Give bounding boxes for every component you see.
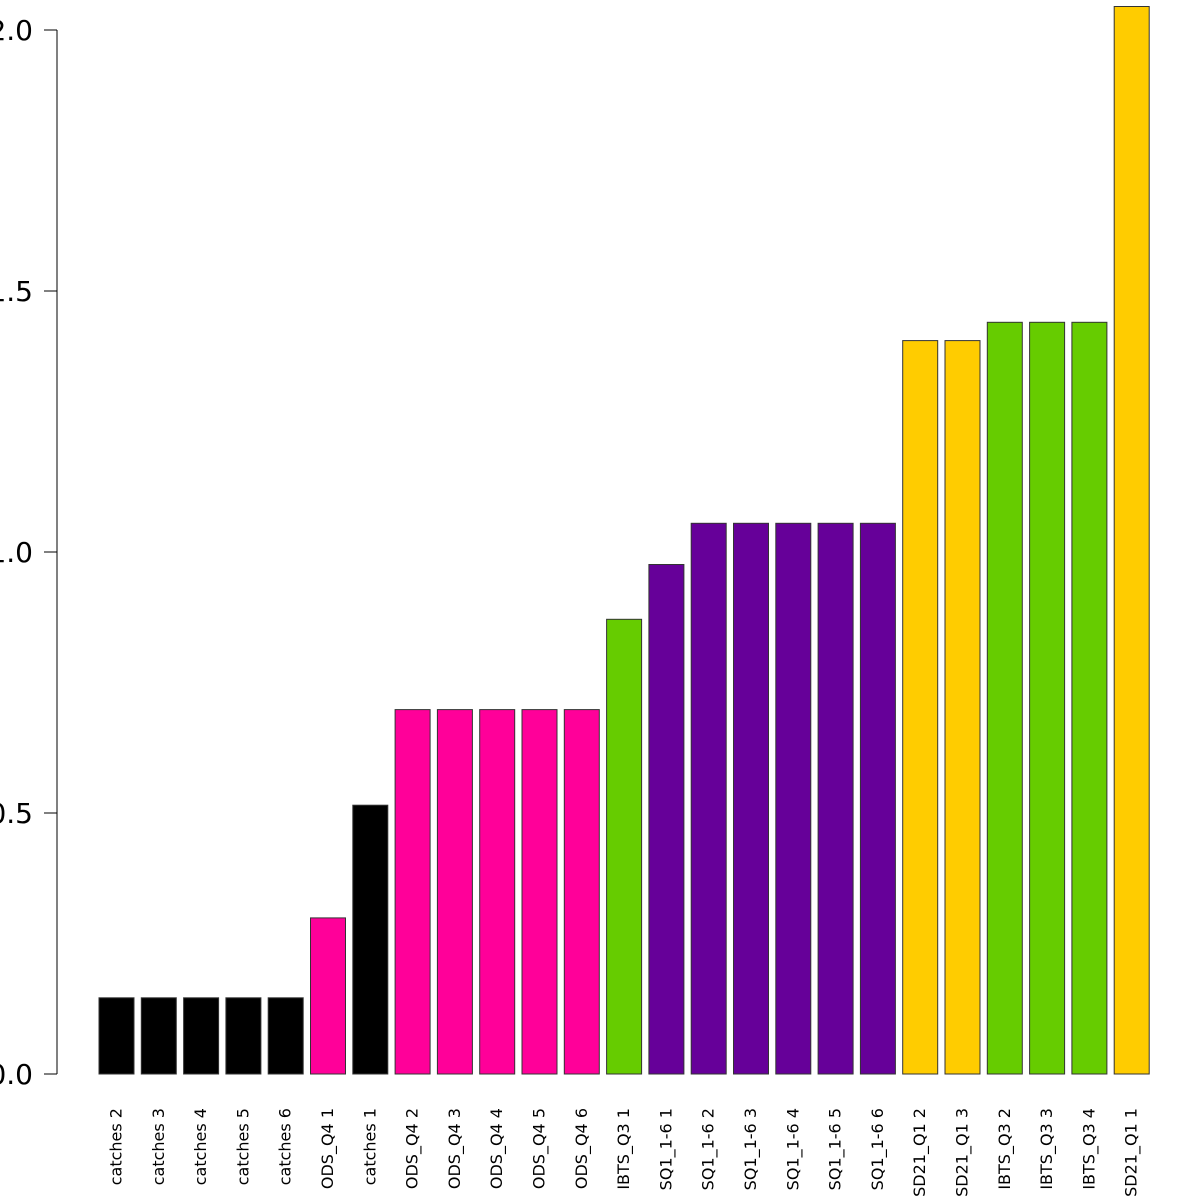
y-tick-label: 1.0 (0, 536, 33, 569)
x-category-label: SD21_Q1 2 (910, 1108, 930, 1197)
y-tick-label: 0.5 (0, 797, 33, 830)
x-category-label: ODS_Q4 1 (318, 1108, 338, 1189)
x-category-label: SQ1_1-6 1 (656, 1108, 676, 1190)
bar (98, 997, 135, 1075)
bar (394, 709, 431, 1075)
bar (1071, 321, 1108, 1075)
x-category-label: SQ1_1-6 2 (699, 1108, 719, 1190)
bar (479, 709, 516, 1075)
bar (1113, 6, 1150, 1075)
bar (817, 522, 854, 1075)
x-category-label: ODS_Q4 6 (572, 1108, 592, 1189)
x-category-label: ODS_Q4 5 (530, 1108, 550, 1189)
y-tick-label: 1.5 (0, 275, 33, 308)
bar (733, 522, 769, 1075)
x-category-label: catches 3 (149, 1108, 168, 1185)
x-category-label: SQ1_1-6 3 (741, 1108, 761, 1190)
bar (902, 340, 939, 1075)
x-category-label: ODS_Q4 4 (487, 1108, 507, 1189)
bar (563, 709, 600, 1075)
bar (775, 522, 812, 1075)
bar (352, 804, 389, 1075)
bar (310, 917, 346, 1075)
bar (606, 618, 643, 1075)
bar (648, 564, 685, 1075)
bar (944, 340, 981, 1075)
x-category-label: catches 5 (233, 1108, 252, 1185)
bar (690, 522, 727, 1075)
x-category-label: catches 6 (276, 1108, 295, 1185)
x-category-label: ODS_Q4 3 (445, 1108, 465, 1189)
bar (183, 997, 220, 1075)
x-category-label: IBTS_Q3 3 (1037, 1108, 1057, 1190)
bar (267, 997, 304, 1075)
x-category-label: SD21_Q1 1 (1122, 1108, 1142, 1197)
x-category-label: SQ1_1-6 5 (826, 1108, 846, 1190)
bar (225, 997, 262, 1075)
bar (140, 997, 177, 1075)
x-category-label: IBTS_Q3 2 (995, 1108, 1015, 1190)
bar (859, 522, 896, 1075)
x-category-label: SD21_Q1 3 (953, 1108, 973, 1197)
y-tick-label: 0.0 (0, 1058, 33, 1091)
x-category-label: IBTS_Q3 1 (614, 1108, 634, 1190)
x-category-label: IBTS_Q3 4 (1079, 1108, 1099, 1190)
bar (521, 709, 558, 1075)
bar (1029, 321, 1066, 1075)
y-tick-label: 2.0 (0, 14, 33, 47)
x-category-label: SQ1_1-6 6 (868, 1108, 888, 1190)
y-axis: 0.0 0.5 1.0 1.5 2.0 (0, 14, 58, 1091)
bar (436, 709, 473, 1075)
x-category-label: catches 4 (191, 1108, 210, 1185)
bars-group (98, 6, 1150, 1075)
bar (986, 321, 1023, 1075)
x-category-label: catches 1 (360, 1108, 379, 1185)
x-category-label: catches 2 (107, 1108, 126, 1185)
x-category-label: SQ1_1-6 4 (783, 1108, 803, 1190)
x-axis-labels: catches 2 catches 3 catches 4 catches 5 catc… (107, 1108, 1142, 1197)
x-category-label: ODS_Q4 2 (403, 1108, 423, 1189)
